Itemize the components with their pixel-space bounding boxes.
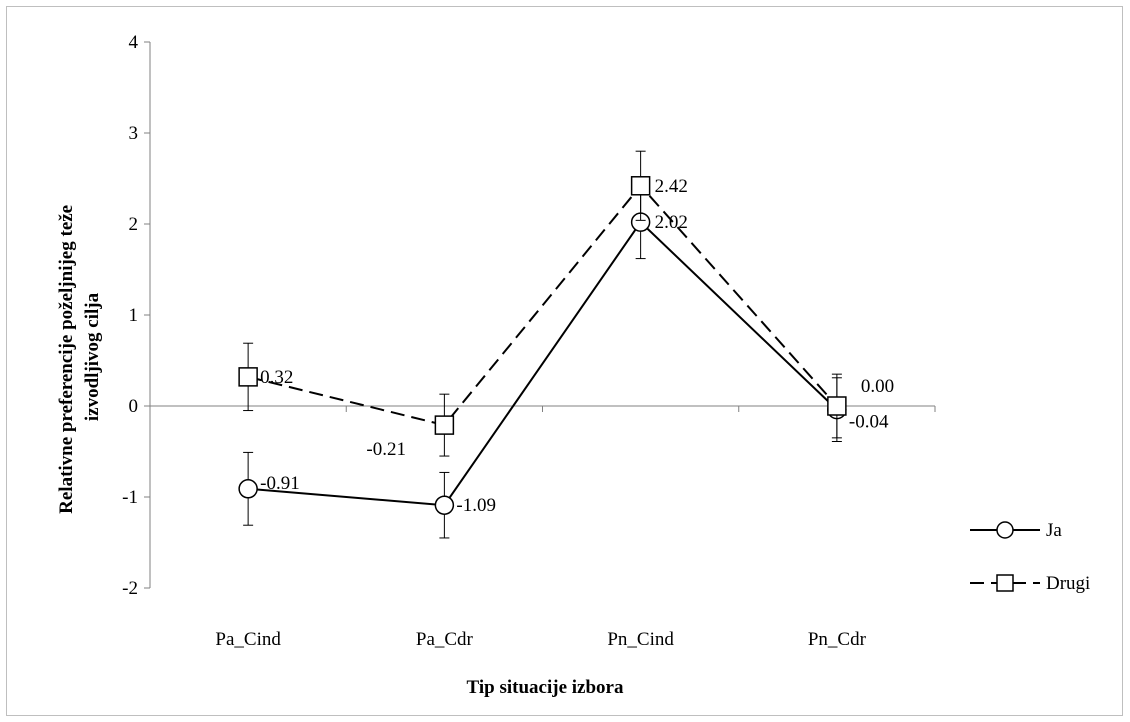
data-point-circle bbox=[434, 495, 455, 515]
axes bbox=[149, 42, 936, 588]
series-line-drugi bbox=[247, 184, 838, 427]
y-tick-label: 2 bbox=[129, 214, 139, 235]
series-drugi bbox=[238, 150, 847, 457]
data-point-circle bbox=[238, 479, 258, 499]
data-label: 0.32 bbox=[260, 367, 293, 388]
y-axis-title-line-1: Relativne preferencije poželjnijeg teže bbox=[56, 205, 77, 514]
x-axis-categories: Pa_Cind Pa_Cdr Pn_Cind Pn_Cdr bbox=[215, 629, 866, 650]
data-point-square bbox=[630, 176, 651, 196]
series-layer bbox=[238, 150, 847, 539]
x-tick-label: Pa_Cdr bbox=[416, 629, 474, 650]
data-point-square bbox=[238, 367, 258, 387]
legend-item-drugi: Drugi bbox=[970, 573, 1090, 594]
y-tick-label: -2 bbox=[122, 578, 138, 599]
y-tick-label: 0 bbox=[129, 396, 139, 417]
chart-frame bbox=[6, 6, 1123, 716]
x-tick-label: Pa_Cind bbox=[215, 629, 281, 650]
y-axis-title-line-2: izvodljivog cilja bbox=[82, 292, 103, 421]
data-label: 0.00 bbox=[861, 376, 894, 397]
data-label: 2.02 bbox=[655, 212, 688, 233]
data-label: -0.21 bbox=[366, 439, 406, 460]
legend-label: Ja bbox=[1046, 520, 1062, 541]
data-label: -1.09 bbox=[456, 495, 496, 516]
data-label: -0.04 bbox=[849, 412, 889, 433]
y-axis-ticks: -2 -1 0 1 2 3 4 bbox=[122, 32, 150, 599]
x-tick-label: Pn_Cind bbox=[607, 629, 674, 650]
legend-item-ja: Ja bbox=[970, 520, 1062, 541]
series-line-ja bbox=[248, 220, 838, 507]
y-tick-label: 1 bbox=[129, 305, 139, 326]
y-tick-label: 4 bbox=[129, 32, 139, 53]
legend-label: Drugi bbox=[1046, 573, 1090, 594]
legend: Ja Drugi bbox=[970, 520, 1090, 594]
y-tick-label: 3 bbox=[129, 123, 139, 144]
legend-marker-square bbox=[996, 574, 1014, 592]
y-axis-title: Relativne preferencije poželjnijeg teže … bbox=[56, 200, 103, 514]
legend-marker-circle bbox=[996, 521, 1014, 539]
series-ja bbox=[238, 185, 847, 539]
data-point-square bbox=[827, 396, 847, 416]
data-label: -0.91 bbox=[260, 473, 300, 494]
data-labels: -0.91 -1.09 2.02 -0.04 0.32 -0.21 2.42 0.00 bbox=[260, 176, 894, 516]
x-axis-title: Tip situacije izbora bbox=[467, 677, 624, 698]
data-label: 2.42 bbox=[655, 176, 688, 197]
y-tick-label: -1 bbox=[122, 487, 138, 508]
x-tick-label: Pn_Cdr bbox=[808, 629, 867, 650]
data-point-square bbox=[434, 415, 455, 435]
